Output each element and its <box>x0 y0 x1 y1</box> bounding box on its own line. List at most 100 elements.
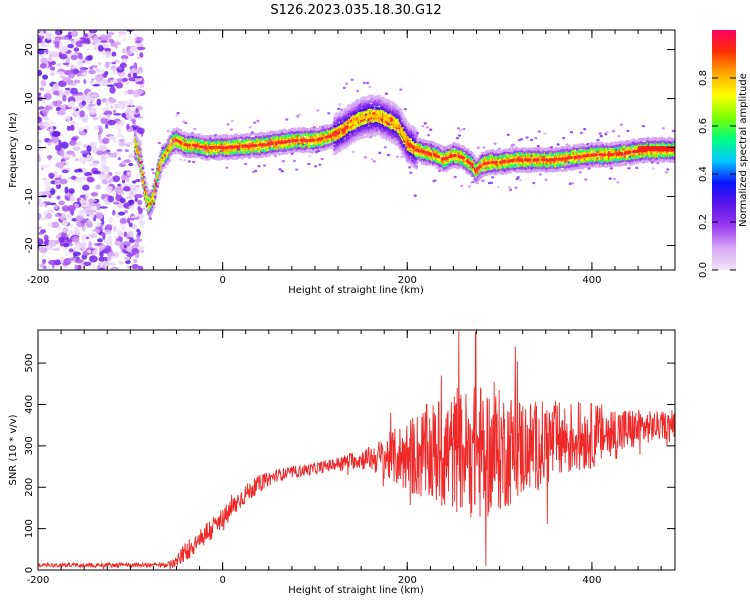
ridge-halo-dot <box>415 131 420 135</box>
ridge-cell <box>172 128 176 131</box>
noise-blob <box>58 88 63 96</box>
ridge-cell <box>462 146 466 149</box>
ridge-cell <box>253 137 257 140</box>
ridge-halo-dot <box>342 86 346 90</box>
ridge-halo-dot <box>482 146 486 149</box>
noise-blob <box>119 217 127 225</box>
ridge-cell <box>374 99 377 103</box>
ridge-cell <box>393 111 396 114</box>
ridge-halo-dot <box>532 181 536 185</box>
ridge-cell <box>523 153 527 157</box>
ridge-cell <box>447 164 451 168</box>
ridge-halo-dot <box>362 81 366 85</box>
noise-blob <box>126 107 132 115</box>
noise-blob <box>96 203 102 211</box>
ridge-halo-dot <box>536 144 540 148</box>
noise-blob <box>81 100 87 106</box>
noise-blob <box>67 72 75 79</box>
ridge-cell <box>141 166 145 170</box>
noise-blob <box>126 253 134 258</box>
ridge-halo-dot <box>512 143 516 147</box>
noise-blob <box>73 79 81 84</box>
ridge-cell <box>405 129 408 132</box>
ridge-cell <box>261 150 264 154</box>
ridge-cell <box>393 116 396 120</box>
ridge-halo-dot <box>351 150 355 154</box>
ridge-halo-dot <box>506 133 510 136</box>
noise-blob <box>89 163 98 167</box>
ridge-cell <box>486 151 489 154</box>
noise-blob <box>89 66 93 70</box>
ridge-cell <box>366 131 370 135</box>
ridge-cell <box>474 177 477 180</box>
noise-blob <box>81 167 87 175</box>
ridge-cell <box>371 104 374 107</box>
noise-blob <box>48 239 57 247</box>
noise-blob <box>123 186 131 192</box>
noise-blob <box>101 98 108 103</box>
noise-blob <box>119 197 126 204</box>
ridge-cell <box>339 116 343 120</box>
ridge-cell <box>136 158 139 162</box>
noise-blob <box>86 47 90 51</box>
ridge-halo-dot <box>490 181 494 185</box>
noise-blob <box>38 112 41 117</box>
ridge-cell <box>461 151 465 154</box>
ridge-cell <box>352 115 355 119</box>
ridge-halo-dot <box>543 132 547 135</box>
ridge-cell <box>406 154 410 157</box>
ridge-cell <box>177 136 180 140</box>
ridge-cell <box>281 137 284 140</box>
ridge-cell <box>423 149 426 153</box>
ridge-halo-dot <box>493 142 497 145</box>
ridge-cell <box>228 151 231 155</box>
noise-blob <box>78 126 85 132</box>
ridge-cell <box>546 153 549 157</box>
ridge-halo-dot <box>166 129 170 133</box>
ridge-cell <box>344 146 348 150</box>
noise-blob <box>91 211 95 219</box>
ridge-cell <box>411 158 415 161</box>
ridge-cell <box>320 134 323 138</box>
ridge-halo-dot <box>476 146 480 150</box>
noise-blob <box>98 244 107 250</box>
noise-blob <box>97 214 103 220</box>
noise-blob <box>64 186 69 194</box>
ridge-halo-dot <box>387 153 391 157</box>
ridge-halo-dot <box>462 127 466 131</box>
noise-blob <box>135 108 139 113</box>
ridge-cell <box>394 103 397 107</box>
noise-blob <box>109 98 117 104</box>
ridge-cell <box>214 142 218 146</box>
noise-blob <box>103 261 110 267</box>
noise-blob <box>134 241 139 248</box>
noise-blob <box>128 99 133 103</box>
noise-blob <box>70 54 78 61</box>
noise-blob <box>135 178 141 183</box>
noise-blob <box>97 44 104 52</box>
ridge-cell <box>512 162 516 165</box>
noise-blob <box>47 155 52 161</box>
noise-blob <box>48 259 57 265</box>
ridge-cell <box>450 160 454 163</box>
noise-blob <box>128 238 135 243</box>
ridge-cell <box>475 159 478 163</box>
ridge-cell <box>382 110 385 113</box>
ridge-cell <box>231 157 235 160</box>
ridge-cell <box>259 152 262 156</box>
noise-blob <box>64 251 70 256</box>
noise-blob <box>61 219 69 226</box>
ridge-halo-dot <box>383 145 387 149</box>
ridge-cell <box>495 162 498 166</box>
noise-blob <box>133 259 138 264</box>
ridge-cell <box>371 99 374 103</box>
noise-blobs <box>38 30 146 270</box>
chart-title: S126.2023.035.18.30.G12 <box>270 3 441 18</box>
ridge-cell <box>254 139 258 143</box>
ridge-cell <box>167 155 170 159</box>
ridge-halo-dot <box>538 173 542 176</box>
ridge-cell <box>364 111 367 114</box>
ridge-cell <box>399 141 403 144</box>
ridge-cell <box>180 135 184 139</box>
